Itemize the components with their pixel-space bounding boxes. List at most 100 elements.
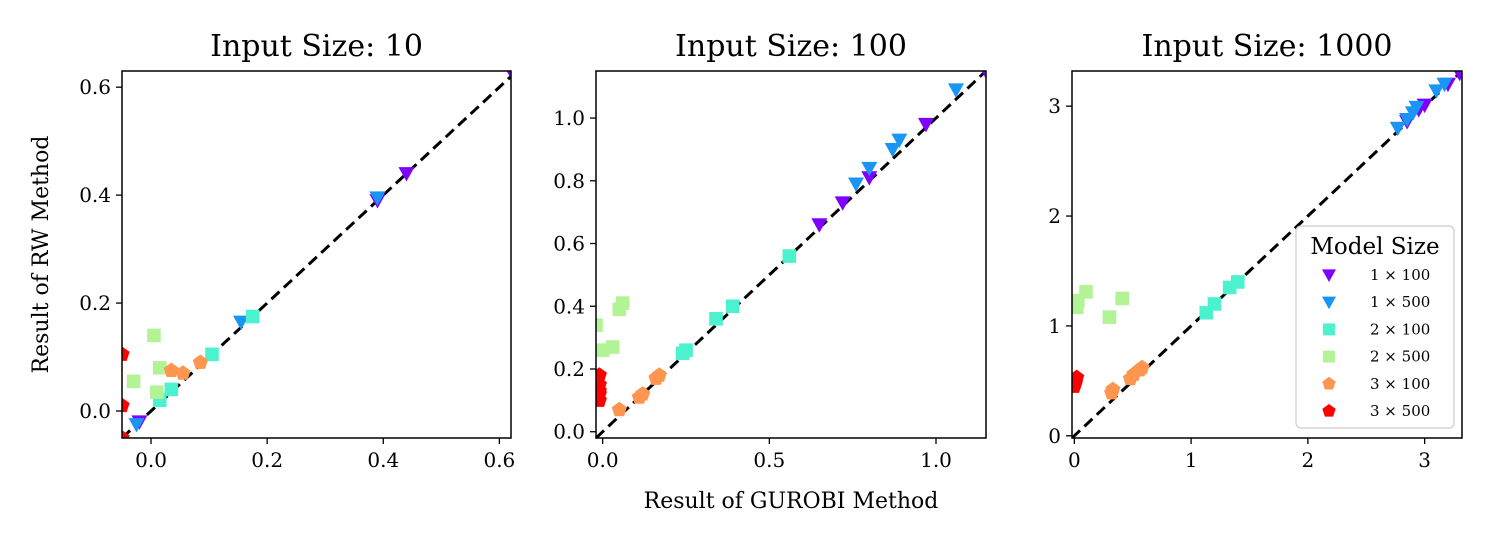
data-point — [164, 382, 179, 397]
data-point — [192, 354, 208, 369]
data-point — [981, 71, 986, 79]
data-point — [596, 386, 607, 401]
y-axis-label: Result of RW Method — [29, 136, 54, 374]
legend-title: Model Size — [1310, 234, 1439, 260]
data-point — [369, 191, 386, 206]
legend-marker — [1323, 323, 1335, 336]
y-tick-label: 2 — [1048, 204, 1061, 228]
data-point — [163, 362, 179, 378]
data-point — [1115, 291, 1130, 306]
data-point — [725, 299, 740, 314]
data-point — [122, 430, 130, 438]
data-point — [635, 386, 651, 401]
y-tick-label: 1.0 — [553, 106, 585, 130]
x-tick-label: 2 — [1302, 448, 1315, 472]
data-point — [1231, 275, 1245, 289]
data-point — [884, 143, 901, 158]
data-point — [834, 196, 851, 211]
data-point — [233, 315, 250, 330]
legend-label: 1 × 100 — [1370, 266, 1430, 284]
legend-marker — [1322, 269, 1336, 282]
legend-marker — [1322, 296, 1336, 310]
chart-title: Input Size: 100 — [675, 29, 907, 64]
x-tick-label: 0.0 — [587, 448, 619, 472]
legend-label: 3 × 500 — [1370, 402, 1430, 420]
panel-3: 0 1 2 3 0 1 2 3 Input Size: 1000 — [1048, 29, 1463, 472]
x-tick-label: 0.6 — [483, 448, 515, 472]
legend-label: 3 × 100 — [1370, 375, 1430, 393]
y-tick-label: 0.6 — [79, 75, 111, 99]
data-point — [1207, 297, 1222, 311]
data-point — [596, 367, 607, 382]
legend-marker — [1323, 350, 1335, 363]
data-point — [891, 133, 908, 149]
data-point — [709, 312, 723, 326]
legend-label: 2 × 500 — [1370, 348, 1430, 366]
data-point — [1134, 359, 1150, 375]
y-tick-label: 0.2 — [79, 291, 111, 315]
y-tick-label: 3 — [1048, 94, 1061, 118]
data-point — [848, 177, 864, 192]
x-tick-label: 1.0 — [920, 448, 952, 472]
data-point — [605, 340, 620, 354]
y-tick-label: 0.6 — [553, 232, 585, 256]
y-tick-label: 1 — [1048, 314, 1061, 338]
y-tick-label: 0.8 — [553, 169, 585, 193]
data-point — [150, 385, 164, 399]
chart-title: Input Size: 1000 — [1142, 29, 1393, 64]
x-tick-label: 0.0 — [135, 448, 167, 472]
data-point — [948, 83, 964, 98]
x-tick-label: 1 — [1185, 448, 1198, 472]
legend-marker — [1322, 376, 1336, 390]
y-tick-label: 0.2 — [553, 357, 585, 381]
data-point — [615, 296, 630, 310]
data-point — [782, 249, 797, 263]
data-point — [679, 343, 693, 357]
legend-label: 2 × 100 — [1370, 320, 1430, 338]
data-point — [152, 361, 167, 375]
data-point — [611, 401, 627, 417]
axes-frame — [1071, 70, 1463, 439]
data-point — [175, 365, 191, 380]
legend: Model Size 1 × 100 1 × 500 2 × 100 2 × 500 3 … — [1295, 225, 1455, 429]
data-point — [1436, 77, 1453, 93]
y-tick-label: 0.4 — [553, 294, 585, 318]
panel-1: 0.0 0.2 0.4 0.6 0.0 0.2 0.4 0.6 Input Size: 10 Re… — [29, 29, 515, 472]
data-point — [1389, 121, 1406, 137]
data-point — [918, 117, 934, 133]
data-point — [811, 218, 828, 233]
data-point — [861, 171, 878, 186]
panel-2: 0.0 0.5 1.0 0.0 0.2 0.4 0.6 0.8 1.0 Input Size: 1… — [553, 29, 987, 514]
data-point — [651, 367, 667, 382]
data-point — [398, 167, 415, 182]
data-point — [861, 161, 878, 177]
data-point — [122, 397, 130, 413]
data-point — [205, 347, 219, 362]
data-point — [1079, 285, 1093, 299]
x-tick-label: 3 — [1418, 448, 1431, 472]
data-point — [122, 346, 130, 361]
x-tick-label: 0.4 — [367, 448, 399, 472]
y-tick-label: 0.0 — [553, 420, 585, 444]
data-point — [596, 318, 603, 332]
x-tick-label: 0.2 — [251, 448, 283, 472]
data-point — [1105, 381, 1121, 397]
data-point — [1453, 71, 1462, 82]
x-tick-label: 0.5 — [753, 448, 785, 472]
data-point — [506, 71, 511, 79]
axes-frame — [121, 70, 512, 439]
x-axis-label: Result of GUROBI Method — [644, 489, 939, 514]
axes-frame — [595, 70, 987, 439]
data-point — [1428, 84, 1445, 99]
y-tick-label: 0.4 — [79, 183, 111, 207]
legend-marker — [1322, 404, 1336, 417]
y-tick-label: 0 — [1048, 424, 1061, 448]
data-point — [126, 374, 141, 389]
legend-box — [1295, 225, 1455, 429]
data-point — [1072, 375, 1084, 390]
data-point — [1408, 100, 1425, 116]
data-point — [128, 418, 145, 433]
legend-label: 1 × 500 — [1370, 293, 1430, 311]
